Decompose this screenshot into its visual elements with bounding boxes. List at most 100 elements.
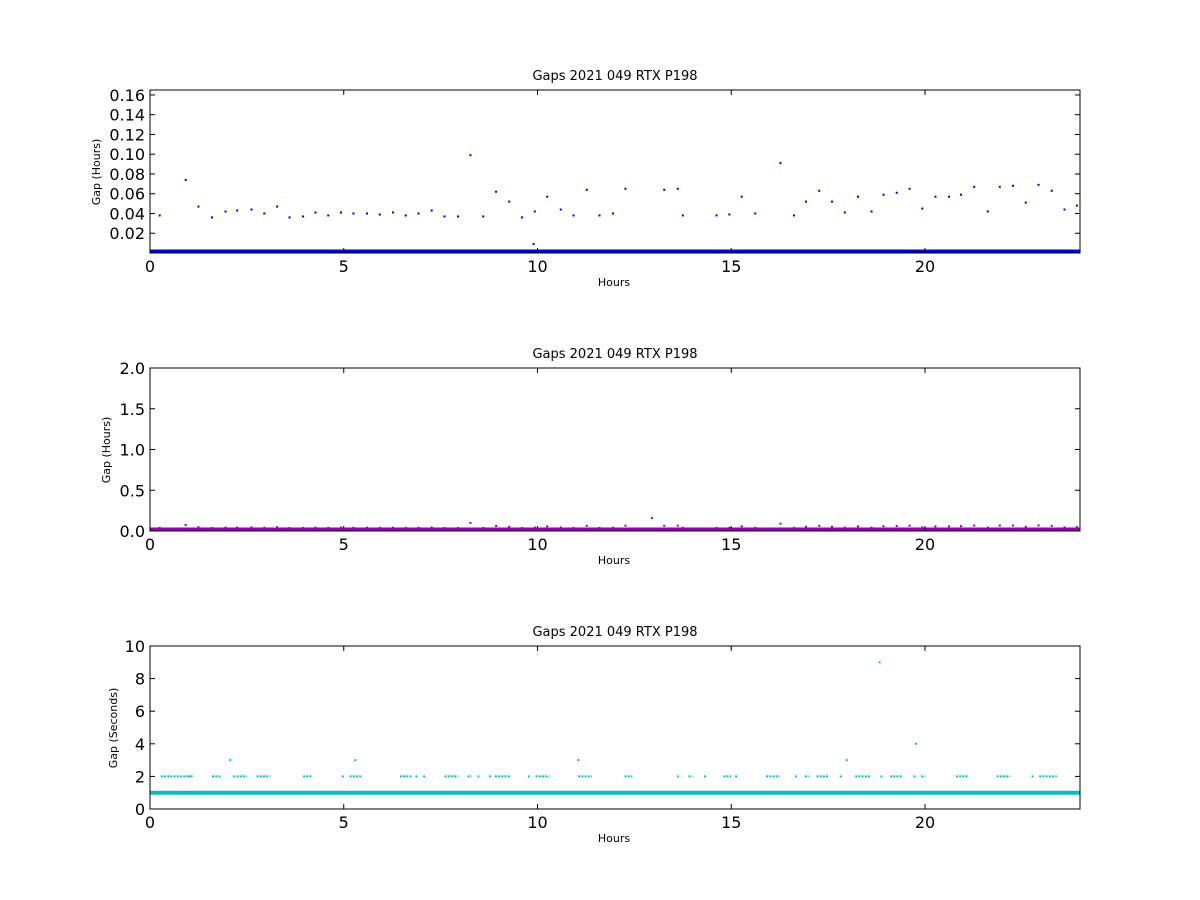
data-point	[443, 526, 446, 529]
data-point	[457, 526, 460, 529]
x-tick-label: 0	[145, 535, 155, 554]
y-tick-label: 0.12	[109, 125, 145, 144]
data-point	[870, 526, 873, 529]
data-point	[715, 214, 718, 217]
data-point	[779, 522, 782, 525]
data-point	[740, 195, 743, 198]
tick-layer: 0 5 10 15 20 0.0 0.5 1.0 1.5 2.0	[120, 359, 1080, 554]
data-point	[856, 525, 859, 528]
data-point	[197, 205, 200, 208]
data-point	[250, 208, 253, 211]
data-point	[843, 211, 846, 214]
data-point	[366, 526, 368, 529]
x-tick-label: 10	[527, 813, 547, 832]
x-axis-label: Hours	[598, 832, 630, 845]
data-point	[184, 178, 187, 181]
y-tick-label: 0	[135, 800, 145, 819]
data-point	[340, 526, 343, 529]
x-tick-label: 20	[915, 535, 935, 554]
data-point	[681, 526, 684, 529]
data-point	[676, 187, 679, 190]
data-point	[676, 524, 679, 527]
data-point	[211, 216, 213, 219]
x-tick-label: 20	[915, 813, 935, 832]
data-point	[663, 524, 666, 527]
data-point	[391, 526, 394, 529]
data-point	[818, 189, 821, 192]
x-tick-label: 0	[145, 257, 155, 276]
y-tick-label: 2	[135, 767, 145, 786]
y-axis-label: Gap (Hours)	[90, 139, 103, 206]
data-point	[443, 215, 446, 218]
x-tick-label: 5	[339, 813, 349, 832]
data-point	[158, 526, 161, 529]
data-point	[288, 216, 291, 219]
data-point	[779, 162, 782, 165]
data-point	[327, 526, 330, 529]
data-point	[740, 525, 743, 528]
chart-panel-middle: Gaps 2021 049 RTX P198 Hours Gap (Hours)…	[100, 347, 1081, 567]
data-point	[417, 212, 420, 215]
data-point	[378, 213, 381, 216]
x-tick-label: 10	[527, 257, 547, 276]
chart-title: Gaps 2021 049 RTX P198	[532, 347, 697, 362]
data-point	[224, 210, 227, 213]
x-tick-label: 5	[339, 257, 349, 276]
data-point	[624, 524, 627, 527]
data-point	[340, 211, 343, 214]
data-point	[1011, 184, 1014, 187]
data-point	[354, 759, 357, 762]
data-point	[663, 188, 666, 191]
chart-title: Gaps 2021 049 RTX P198	[532, 69, 697, 84]
data-point	[572, 214, 575, 217]
data-point	[585, 524, 588, 527]
data-point	[585, 188, 588, 191]
data-point	[921, 207, 924, 210]
data-point	[508, 525, 511, 528]
data-point	[302, 526, 305, 529]
data-point	[1037, 183, 1040, 186]
data-point	[878, 661, 881, 664]
data-point	[650, 516, 653, 519]
data-point	[546, 195, 549, 198]
data-point	[508, 200, 511, 203]
y-tick-label: 0.06	[109, 185, 145, 204]
y-tick-label: 4	[135, 735, 145, 754]
data-point	[870, 210, 873, 213]
chart-title: Gaps 2021 049 RTX P198	[532, 625, 697, 640]
data-point	[1063, 208, 1066, 211]
data-point	[598, 214, 601, 217]
data-point	[831, 200, 833, 203]
data-point	[417, 526, 420, 529]
data-point	[532, 243, 535, 246]
data-point	[302, 215, 305, 218]
data-point	[728, 526, 731, 529]
data-point	[1037, 524, 1040, 527]
data-point	[469, 521, 472, 524]
x-tick-label: 10	[527, 535, 547, 554]
data-point	[882, 525, 885, 528]
data-point	[236, 526, 239, 529]
data-point	[1024, 201, 1027, 204]
data-point	[818, 524, 821, 527]
x-axis-label: Hours	[598, 276, 630, 289]
data-point	[224, 526, 227, 529]
data-point	[973, 185, 976, 188]
data-point	[521, 216, 523, 219]
data-point	[327, 214, 330, 217]
data-point	[184, 523, 187, 526]
data-point	[960, 193, 963, 196]
y-tick-label: 6	[135, 702, 145, 721]
y-tick-label: 10	[125, 637, 145, 656]
plot-frame	[149, 645, 1081, 810]
data-point	[288, 527, 291, 530]
data-point	[211, 527, 213, 530]
data-point	[986, 526, 989, 529]
data-point	[612, 212, 615, 215]
data-point	[895, 525, 898, 528]
y-tick-label: 0.10	[109, 145, 145, 164]
data-point	[546, 525, 549, 528]
data-point	[754, 526, 757, 529]
chart-panel-bottom: Gaps 2021 049 RTX P198 Hours Gap (Second…	[107, 625, 1081, 845]
y-tick-label: 8	[135, 670, 145, 689]
